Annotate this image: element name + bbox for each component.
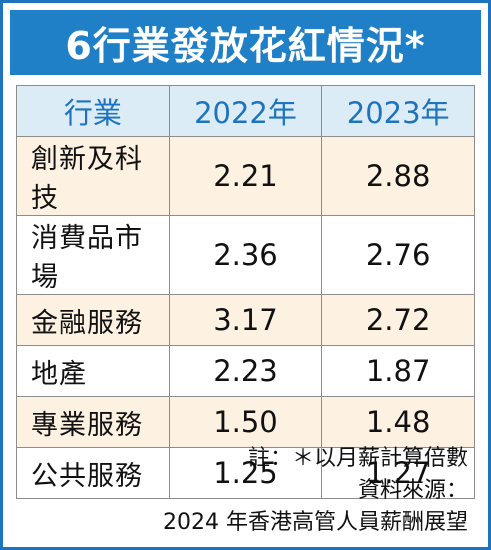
row-category: 金融服務	[16, 294, 170, 346]
value-2022: 1.25	[168, 447, 323, 499]
value-2022: 2.23	[168, 345, 323, 397]
chart-title: 6行業發放花紅情況*	[10, 10, 481, 75]
bonus-table: 行業 2022年 2023年 創新及科技 2.21 2.88 消費品市場 2.3…	[16, 85, 475, 499]
value-2023: 1.27	[321, 447, 475, 499]
value-2022: 2.21	[168, 136, 323, 216]
header-2022: 2022年	[168, 85, 323, 137]
row-category: 公共服務	[16, 447, 170, 499]
source-text: 2024 年香港高管人員薪酬展望	[163, 510, 468, 535]
row-category: 消費品市場	[16, 215, 170, 295]
row-category: 創新及科技	[16, 136, 170, 216]
table-row: 公共服務 1.25 1.27	[16, 447, 475, 499]
value-2023: 1.87	[321, 345, 475, 397]
table-row: 金融服務 3.17 2.72	[16, 294, 475, 346]
table-row: 創新及科技 2.21 2.88	[16, 136, 475, 216]
header-2023: 2023年	[321, 85, 475, 137]
value-2022: 3.17	[168, 294, 323, 346]
footnote: 註：＊以月薪計算倍數	[247, 446, 468, 471]
value-2023: 2.72	[321, 294, 475, 346]
table-row: 專業服務 1.50 1.48	[16, 396, 475, 448]
table-row: 消費品市場 2.36 2.76	[16, 215, 475, 295]
header-row: 行業 2022年 2023年	[16, 85, 475, 137]
source-label: 資料來源：	[357, 478, 468, 503]
value-2022: 2.36	[168, 215, 323, 295]
value-2023: 2.88	[321, 136, 475, 216]
row-category: 地產	[16, 345, 170, 397]
header-industry: 行業	[16, 85, 170, 137]
value-2023: 2.76	[321, 215, 475, 295]
table-row: 地產 2.23 1.87	[16, 345, 475, 397]
row-category: 專業服務	[16, 396, 170, 448]
